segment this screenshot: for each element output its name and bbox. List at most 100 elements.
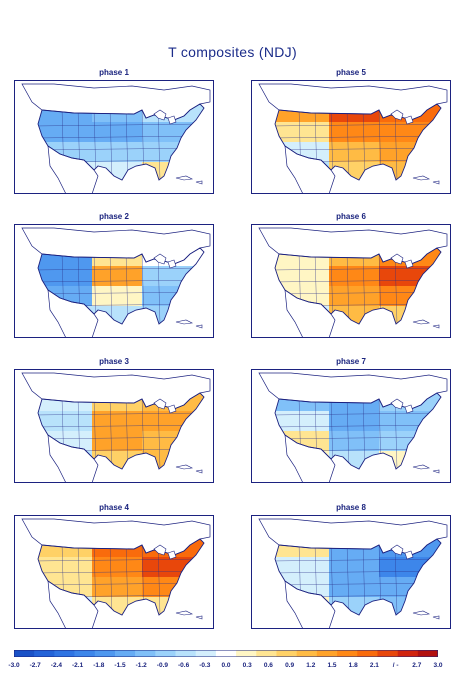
map-svg <box>251 369 451 483</box>
map-panel: phase 5 <box>251 68 451 210</box>
colorbar-swatch <box>296 650 318 657</box>
colorbar-swatch <box>417 650 438 657</box>
panel-label: phase 7 <box>336 357 366 366</box>
colorbar-swatch <box>276 650 297 657</box>
great-lakes <box>390 253 414 269</box>
map-frame <box>251 224 451 338</box>
map-panel: phase 7 <box>251 357 451 499</box>
panel-label: phase 6 <box>336 212 366 221</box>
map-frame <box>14 515 214 629</box>
colorbar-swatch <box>397 650 419 657</box>
map-frame <box>14 369 214 483</box>
state-borders <box>38 396 204 469</box>
caribbean-islands <box>412 319 440 329</box>
colorbar-tick-label: / - <box>392 662 399 669</box>
figure-title: T composites (NDJ) <box>168 44 297 60</box>
colorbar-swatch <box>74 650 96 657</box>
map-frame <box>14 80 214 194</box>
colorbar-swatch <box>316 650 338 657</box>
colorbar-swatch <box>377 650 398 657</box>
map-panel: phase 4 <box>14 503 214 645</box>
map-panel: phase 3 <box>14 357 214 499</box>
map-svg <box>251 80 451 194</box>
colorbar-swatch <box>357 650 378 657</box>
map-svg <box>14 515 214 629</box>
colorbar-tick-label: 0.3 <box>242 662 252 669</box>
caribbean-islands <box>412 610 440 620</box>
colorbar-tick-label: -0.3 <box>199 662 211 669</box>
colorbar-tick-label: 1.8 <box>348 662 358 669</box>
colorbar-tick-label: 0.0 <box>221 662 231 669</box>
colorbar-tick-label: 0.6 <box>263 662 273 669</box>
map-frame <box>14 224 214 338</box>
anomaly-cell <box>329 577 379 597</box>
colorbar-swatch <box>256 650 277 657</box>
panel-label: phase 4 <box>99 503 129 512</box>
anomaly-cell <box>329 142 379 162</box>
colorbar-tick-label: 1.2 <box>306 662 316 669</box>
colorbar-tick-label: 0.9 <box>285 662 295 669</box>
colorbar-tick-label: -0.9 <box>156 662 168 669</box>
colorbar-tick-label: -1.2 <box>135 662 147 669</box>
anomaly-cell <box>329 431 379 451</box>
map-svg <box>251 224 451 338</box>
colorbar-swatch <box>94 650 116 657</box>
colorbar-tick-label: -2.7 <box>29 662 41 669</box>
map-svg <box>251 515 451 629</box>
great-lakes <box>390 109 414 125</box>
map-svg <box>14 369 214 483</box>
great-lakes <box>390 398 414 414</box>
map-svg <box>14 224 214 338</box>
panel-label: phase 5 <box>336 68 366 77</box>
colorbar-tick-label: 2.7 <box>412 662 422 669</box>
colorbar-swatch <box>215 650 237 657</box>
caribbean-islands <box>412 175 440 185</box>
colorbar <box>14 650 438 657</box>
caribbean-islands <box>175 610 203 620</box>
colorbar-swatch <box>114 650 136 657</box>
caribbean-islands <box>175 464 203 474</box>
colorbar-labels: -3.0 -2.7 -2.4 -2.1 -1.8 -1.5 -1.2 -0.9 -0.6 -0.3… <box>4 662 449 672</box>
colorbar-swatch <box>195 650 217 657</box>
anomaly-cell <box>329 286 379 306</box>
colorbar-tick-label: -1.8 <box>93 662 105 669</box>
map-panel: phase 1 <box>14 68 214 210</box>
colorbar-tick-label: -1.5 <box>114 662 126 669</box>
panel-label: phase 3 <box>99 357 129 366</box>
colorbar-swatch <box>34 650 55 657</box>
map-frame <box>251 369 451 483</box>
anomaly-cell <box>92 431 142 451</box>
map-frame <box>251 80 451 194</box>
colorbar-tick-label: -2.1 <box>71 662 84 669</box>
colorbar-swatch <box>14 650 35 657</box>
colorbar-tick-label: 2.1 <box>369 662 379 669</box>
anomaly-cell <box>92 286 142 306</box>
colorbar-tick-label: -3.0 <box>8 662 20 669</box>
great-lakes <box>153 544 177 560</box>
colorbar-swatch <box>135 650 156 657</box>
great-lakes <box>390 544 414 560</box>
caribbean-islands <box>175 175 203 185</box>
map-svg <box>14 80 214 194</box>
great-lakes <box>153 398 177 414</box>
colorbar-tick-label: -2.4 <box>50 662 62 669</box>
panel-label: phase 8 <box>336 503 366 512</box>
colorbar-tick-label: 3.0 <box>433 662 443 669</box>
colorbar-swatch <box>236 650 257 657</box>
panel-label: phase 2 <box>99 212 129 221</box>
colorbar-tick-label: -0.6 <box>177 662 190 669</box>
map-frame <box>251 515 451 629</box>
anomaly-cell <box>92 142 142 162</box>
colorbar-border <box>14 650 438 657</box>
great-lakes <box>153 253 177 269</box>
map-panel: phase 6 <box>251 212 451 354</box>
state-borders <box>38 251 204 324</box>
map-panel: phase 2 <box>14 212 214 354</box>
caribbean-islands <box>175 319 203 329</box>
colorbar-swatch <box>337 650 358 657</box>
great-lakes <box>153 109 177 125</box>
colorbar-swatch <box>54 650 75 657</box>
colorbar-swatch <box>155 650 176 657</box>
map-panel: phase 8 <box>251 503 451 645</box>
panel-label: phase 1 <box>99 68 129 77</box>
